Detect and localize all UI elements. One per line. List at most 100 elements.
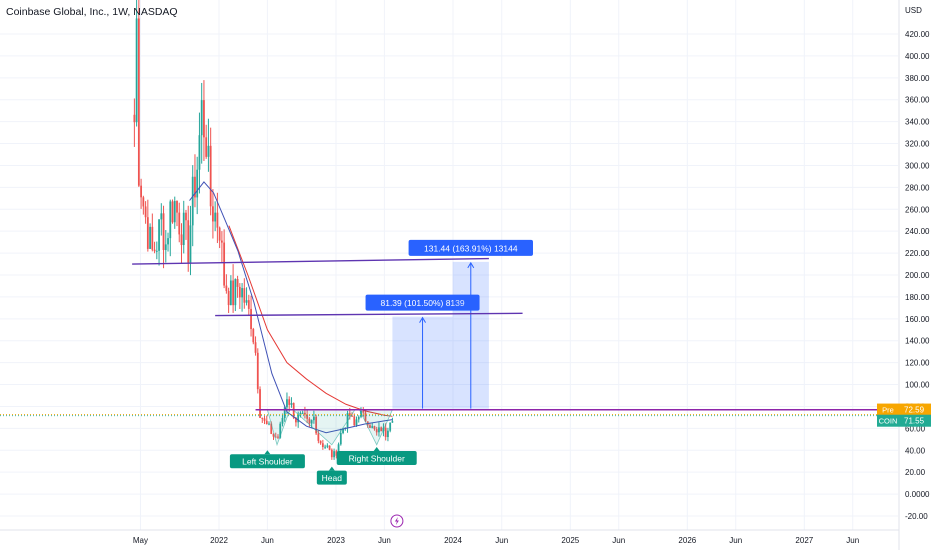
candle-body — [286, 399, 288, 408]
candle-body — [205, 137, 208, 157]
candle-body — [169, 201, 172, 239]
y-tick-label: 400.00 — [905, 52, 930, 61]
measure-arrowhead — [419, 316, 426, 323]
price-tag-name-bg — [877, 403, 899, 416]
candle-body — [218, 227, 221, 241]
price-tag-name: Pre — [882, 406, 894, 415]
candle-body — [360, 410, 362, 417]
lightning-icon — [394, 517, 399, 525]
candle-body — [151, 226, 154, 250]
price-axis-bg — [899, 0, 932, 550]
candle-body — [339, 433, 342, 445]
candle-body — [310, 420, 313, 424]
candle-body — [162, 213, 165, 251]
x-tick-label: Jun — [612, 536, 625, 545]
candle-body — [164, 244, 167, 251]
candle-body — [191, 176, 194, 226]
pattern-label-pointer — [328, 466, 335, 471]
candle-body — [351, 415, 353, 417]
candle-body — [247, 300, 250, 309]
candle-body — [319, 440, 322, 444]
x-tick-label: Jun — [378, 536, 391, 545]
y-tick-label: 220.00 — [905, 249, 930, 258]
candle-body — [380, 427, 383, 432]
candle-body — [158, 219, 160, 251]
candle-body — [229, 280, 232, 306]
y-tick-label: 120.00 — [905, 359, 930, 368]
candle-body — [209, 145, 212, 207]
candle-body — [200, 100, 203, 136]
candle-body — [348, 413, 351, 416]
candle-body — [241, 288, 243, 298]
price-tag-value: 72.59 — [904, 406, 925, 415]
candle-body — [225, 285, 228, 291]
candle-body — [252, 329, 255, 343]
candle-body — [227, 290, 230, 306]
candle-body — [317, 433, 320, 441]
pattern-fill — [266, 409, 394, 447]
candle-body — [140, 185, 143, 198]
candle-body — [299, 413, 302, 416]
y-tick-label: 60.00 — [905, 424, 926, 433]
candle-body — [308, 418, 311, 424]
chart-title: Coinbase Global, Inc., 1W, NASDAQ — [6, 6, 178, 18]
candle-body — [137, 18, 140, 186]
x-tick-label: Jun — [261, 536, 274, 545]
x-tick-label: May — [133, 536, 148, 545]
candle-body — [333, 451, 335, 458]
candle-body — [353, 416, 356, 426]
candle-body — [306, 414, 309, 419]
y-tick-label: -20.00 — [905, 512, 928, 521]
measure-label: 131.44 (163.91%) 13144 — [424, 243, 518, 253]
candle-body — [256, 352, 259, 390]
candle-body — [144, 206, 147, 218]
candles — [133, 0, 394, 460]
candle-body — [283, 407, 286, 419]
price-tag-coin: COIN 71.55 — [877, 414, 931, 427]
candle-body — [254, 342, 257, 353]
candle-body — [274, 436, 277, 438]
candle-body — [330, 449, 333, 458]
candle-body — [203, 100, 205, 138]
level-line — [215, 312, 523, 317]
x-tick-label: Jun — [729, 536, 742, 545]
pattern-label-text: Head — [322, 473, 343, 483]
candle-body — [216, 212, 219, 228]
y-tick-label: 100.00 — [905, 381, 930, 390]
candle-body — [268, 423, 270, 425]
candle-body — [297, 415, 300, 423]
candle-body — [187, 220, 190, 263]
y-tick-label: 300.00 — [905, 161, 930, 170]
candle-body — [378, 427, 380, 433]
candle-body — [223, 242, 226, 286]
measure-label: 81.39 (101.50%) 8139 — [380, 298, 464, 308]
pattern-label-bg — [229, 454, 305, 469]
candle-body — [315, 416, 318, 434]
x-tick-label: 2024 — [444, 536, 462, 545]
price-tag-name: COIN — [879, 417, 898, 426]
measure-box-1: 81.39 (101.50%) 8139 — [365, 294, 480, 409]
y-tick-label: 320.00 — [905, 140, 930, 149]
candle-body — [171, 201, 174, 223]
candle-body — [243, 288, 246, 303]
pattern-label-text: Left Shoulder — [242, 457, 293, 467]
candle-body — [304, 412, 306, 415]
y-tick-label: 260.00 — [905, 205, 930, 214]
candle-body — [326, 445, 329, 447]
candle-body — [220, 240, 223, 243]
candle-body — [167, 238, 169, 245]
pattern-label-text: Right Shoulder — [349, 453, 405, 463]
candle-body — [178, 212, 181, 235]
y-tick-label: 20.00 — [905, 468, 926, 477]
candle-body — [335, 451, 338, 456]
pattern-triangle — [292, 409, 356, 446]
y-tick-label: 380.00 — [905, 74, 930, 83]
candle-body — [265, 420, 268, 425]
candle-body — [149, 226, 151, 249]
candle-body — [288, 399, 291, 405]
candle-body — [371, 426, 374, 428]
measure-arrowhead — [467, 261, 475, 269]
y-tick-label: 360.00 — [905, 96, 930, 105]
